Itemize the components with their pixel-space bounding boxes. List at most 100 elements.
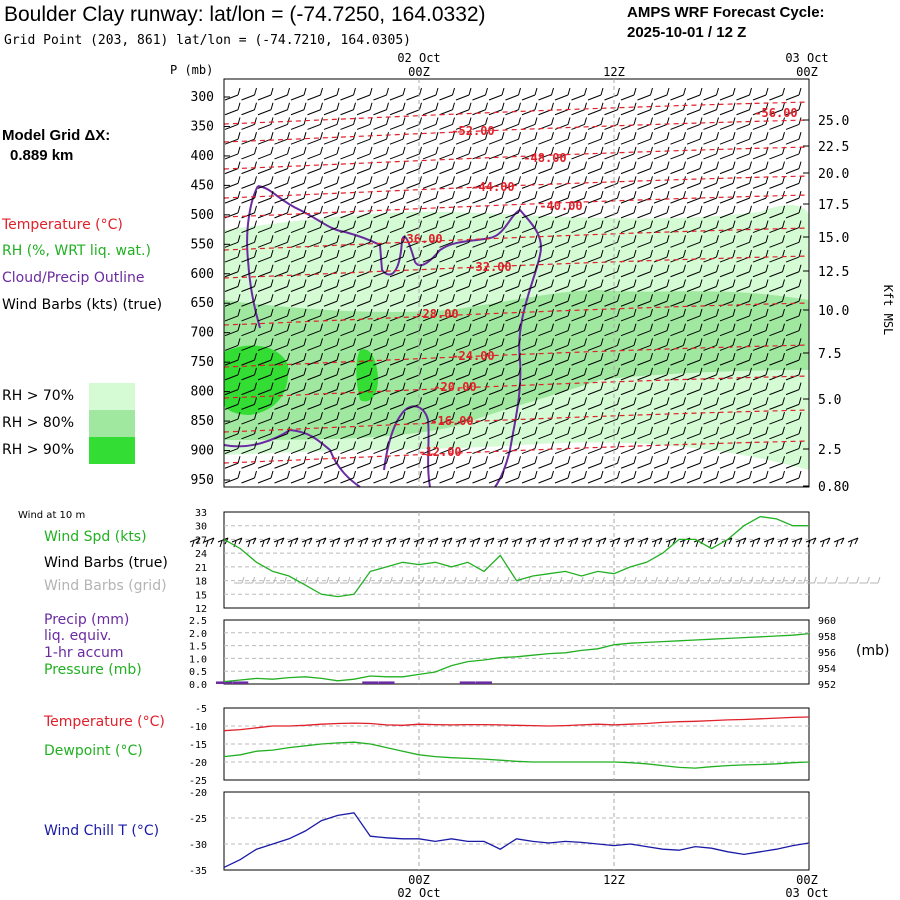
wind-barb (521, 235, 538, 248)
wind-barb (422, 87, 439, 101)
wind-barb (703, 397, 719, 410)
wind-barb (455, 397, 472, 410)
wind-barb (373, 190, 389, 204)
wind-barb (373, 382, 389, 396)
wind-barb (274, 382, 290, 396)
pressure-tick-label: 750 (191, 355, 214, 370)
wind-barb (604, 426, 620, 440)
wind-barb (488, 411, 505, 425)
wind-barb (785, 382, 802, 396)
wind-barb (521, 190, 538, 204)
wind-barb (505, 456, 521, 469)
wind-barb (290, 249, 307, 263)
wind-barb (406, 441, 422, 455)
y-tick-label: 1.0 (189, 654, 207, 665)
wind-barb (290, 294, 307, 307)
wind-barb (340, 367, 356, 381)
wind-barb (472, 132, 488, 145)
wind-barb (620, 132, 637, 145)
wind-barb (241, 102, 257, 116)
wind-barb (719, 146, 736, 160)
wind-barb (356, 264, 373, 278)
wind-barb (422, 190, 439, 204)
wind-barb (389, 264, 406, 278)
wind-barb (385, 537, 397, 548)
wind-barb (552, 576, 563, 584)
wind-barb (587, 264, 604, 278)
wind-barb (488, 279, 505, 292)
wind-barb (721, 576, 733, 584)
wind-barb (488, 205, 505, 219)
wind-barb (637, 456, 653, 469)
wind-barb (587, 411, 604, 425)
wind-barb (224, 87, 241, 101)
wind-barb (686, 470, 703, 484)
precip-bar (362, 681, 379, 684)
wind-barb (472, 264, 488, 278)
wind-barb (637, 161, 653, 175)
wind-barb (665, 537, 677, 548)
wind-barb (274, 264, 290, 278)
wind-barb (241, 264, 257, 278)
wind-barb (521, 146, 538, 160)
wind-barb (323, 441, 340, 455)
wind-barb (340, 382, 356, 396)
wind-barb (620, 426, 637, 440)
wind-barb (290, 323, 307, 337)
wind-barb (587, 87, 604, 101)
wind-barb (274, 353, 290, 366)
wind-barb (637, 353, 653, 366)
wind-barb (847, 537, 859, 548)
wind-barb (774, 576, 786, 584)
wind-barb (373, 235, 389, 248)
wind-barb (505, 132, 521, 145)
wind-barb (290, 411, 307, 425)
wind-barb (356, 132, 373, 145)
wind-barbs-grid-row (234, 576, 881, 584)
wind-barb (554, 102, 571, 116)
wind-barb (554, 456, 571, 469)
wind-barb (520, 576, 531, 584)
wind-barb (752, 205, 769, 219)
wind-barb (686, 176, 703, 189)
wind-barb (571, 190, 587, 204)
wind-barb (670, 397, 686, 410)
wind-barb (769, 323, 785, 337)
wind-barb (257, 294, 274, 307)
wind-barb (224, 279, 241, 292)
wind-barb (505, 205, 521, 219)
wind-barb (307, 220, 323, 234)
wind-barb (406, 205, 422, 219)
wind-barb (620, 87, 637, 101)
grid-point-subtitle: Grid Point (203, 861) lat/lon = (-74.721… (4, 33, 411, 48)
wind-barb (356, 87, 373, 101)
wind-barb (323, 279, 340, 292)
precip-bar (232, 681, 249, 684)
wind-barb (703, 190, 719, 204)
wind-barb (389, 87, 406, 101)
wind-barb (488, 426, 505, 440)
wind-barb (422, 235, 439, 248)
wind-barb (439, 235, 455, 248)
wind-barb (406, 132, 422, 145)
panel-frame (223, 619, 810, 685)
cloud-outline (383, 405, 431, 488)
wind-barb (505, 279, 521, 292)
wind-barb (472, 323, 488, 337)
wind-barb (488, 470, 505, 484)
temperature-contour (223, 101, 810, 125)
wind-barb (241, 249, 257, 263)
wind-barb (538, 456, 554, 469)
wind-barb (340, 190, 356, 204)
wind-barb (703, 146, 719, 160)
wind-barb (703, 323, 719, 337)
wind-barb (472, 249, 488, 263)
wind-barb (373, 161, 389, 175)
wind-barb (653, 411, 670, 425)
wind-barb (571, 205, 587, 219)
wind-barb (389, 323, 406, 337)
wind-barb (686, 426, 703, 440)
wind-barb (626, 576, 637, 584)
wind-barb (439, 146, 455, 160)
wind-barb (521, 470, 538, 484)
